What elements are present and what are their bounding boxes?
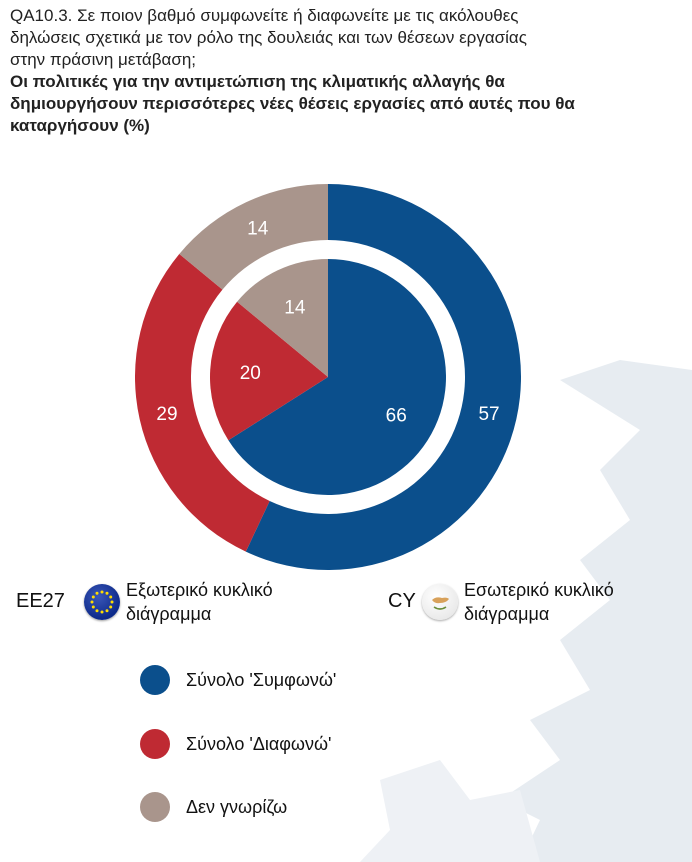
outer-data-label-disagree: 29 — [156, 404, 177, 425]
legend-label: Σύνολο 'Συμφωνώ' — [186, 669, 337, 690]
inner-data-label-agree: 66 — [386, 406, 407, 427]
inner-ring-code: CY — [388, 590, 416, 612]
legend-item-agree: Σύνολο 'Συμφωνώ' — [140, 665, 336, 695]
inner-slice-agree — [228, 259, 446, 495]
statement-line: δημιουργήσουν περισσότερες νέες θέσεις ε… — [10, 94, 575, 113]
map-shape-south — [360, 760, 540, 862]
question-text: QA10.3. Σε ποιον βαθμό συμφωνείτε ή διαφ… — [10, 5, 680, 137]
outer-data-label-agree: 57 — [478, 404, 499, 425]
legend-swatch — [140, 665, 170, 695]
inner-ring-label-line: διάγραμμα — [464, 604, 550, 624]
inner-ring-label: Εσωτερικό κυκλικό διάγραμμα — [464, 578, 614, 626]
eu-flag-icon — [84, 584, 120, 620]
inner-data-label-dont-know: 14 — [284, 298, 306, 319]
cyprus-flag-icon — [422, 584, 458, 620]
inner-ring-label-line: Εσωτερικό κυκλικό — [464, 580, 614, 600]
statement-line: Οι πολιτικές για την αντιμετώπιση της κλ… — [10, 72, 505, 91]
inner-slice-dont-know — [237, 259, 328, 377]
outer-data-label-dont-know: 14 — [247, 219, 269, 240]
outer-slice-disagree — [135, 253, 270, 552]
outer-ring-code: EE27 — [16, 590, 65, 612]
legend-swatch — [140, 729, 170, 759]
outer-ring-label-line: διάγραμμα — [126, 604, 212, 624]
inner-data-label-disagree: 20 — [240, 363, 261, 384]
map-shape-east — [500, 360, 692, 862]
legend-item-dont-know: Δεν γνωρίζω — [140, 792, 287, 822]
legend-swatch — [140, 792, 170, 822]
outer-slice-dont-know — [179, 184, 328, 290]
legend-item-disagree: Σύνολο 'Διαφωνώ' — [140, 729, 331, 759]
inner-slice-disagree — [209, 301, 328, 441]
question-line: δηλώσεις σχετικά με τον ρόλο της δουλειά… — [10, 28, 527, 47]
double-donut-chart: 57 29 14 66 20 14 — [135, 184, 522, 570]
legend-label: Σύνολο 'Διαφωνώ' — [186, 733, 332, 754]
question-line: στην πράσινη μετάβαση; — [10, 50, 197, 69]
outer-slice-agree — [245, 184, 522, 570]
question-line: QA10.3. Σε ποιον βαθμό συμφωνείτε ή διαφ… — [10, 6, 519, 25]
outer-ring-label: Εξωτερικό κυκλικό διάγραμμα — [126, 578, 273, 626]
outer-ring-label-line: Εξωτερικό κυκλικό — [126, 580, 273, 600]
statement-line: καταργήσουν (%) — [10, 116, 150, 135]
legend-label: Δεν γνωρίζω — [186, 796, 288, 817]
